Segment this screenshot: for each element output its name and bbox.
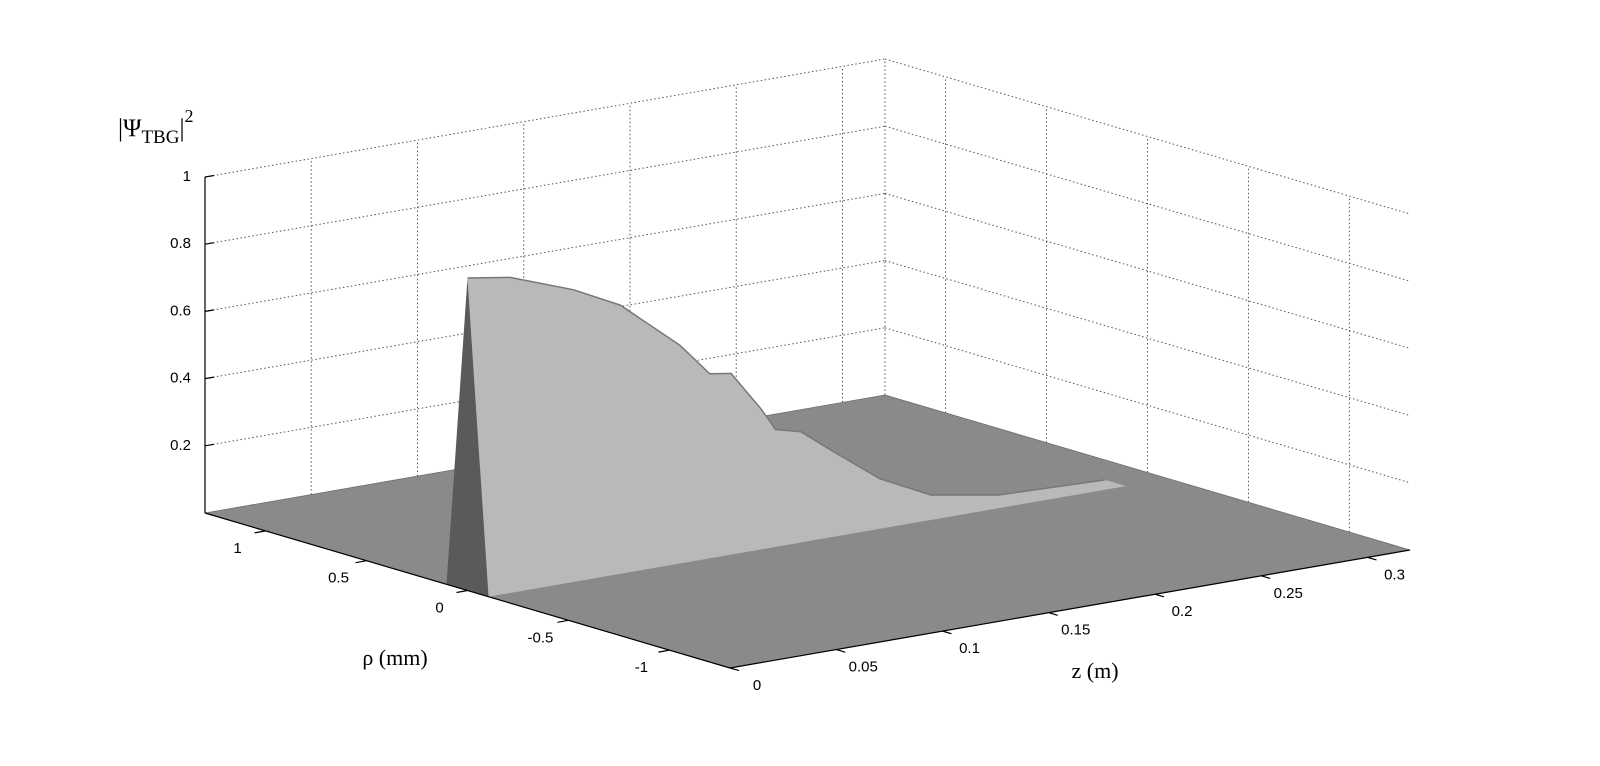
- tick-mark: [1154, 593, 1165, 598]
- grid-line: [204, 125, 886, 245]
- tick-mark: [254, 530, 266, 534]
- grid-line: [884, 327, 1411, 484]
- x-tick-label: 0.2: [1172, 603, 1193, 620]
- tick-mark: [204, 309, 215, 312]
- surface-ridge-end: [446, 278, 489, 597]
- tick-mark: [204, 174, 215, 178]
- tick-mark: [456, 589, 468, 594]
- grid-line: [884, 192, 1411, 349]
- tick-mark: [204, 242, 215, 245]
- z-tick-label: 0.8: [170, 235, 191, 252]
- tick-mark: [1261, 575, 1271, 579]
- tick-mark: [557, 619, 569, 623]
- y-axis-label: ρ (mm): [362, 645, 427, 670]
- grid-line: [204, 58, 886, 178]
- x-tick-label: 0.3: [1384, 566, 1405, 583]
- surface-ridge: [467, 277, 1126, 597]
- grid-line: [884, 260, 1411, 417]
- tick-mark: [204, 443, 215, 447]
- tick-mark: [729, 667, 740, 672]
- grid-line: [884, 58, 1411, 215]
- x-axis-label: z (m): [1071, 658, 1118, 683]
- y-tick-label: 0: [435, 599, 443, 616]
- y-tick-label: 0.5: [328, 570, 349, 587]
- grid-line: [204, 192, 886, 312]
- tick-mark: [658, 649, 670, 653]
- y-tick-label: 1: [233, 540, 241, 557]
- z-label-text: |Ψ: [118, 115, 142, 142]
- tick-mark: [204, 376, 215, 380]
- x-tick-label: 0.05: [849, 659, 878, 676]
- z-tick-label: 1: [183, 168, 191, 185]
- x-tick-label: 0: [753, 677, 761, 694]
- z-label-suffix: |: [179, 115, 184, 142]
- z-axis-label: |ΨTBG|2: [118, 106, 193, 148]
- z-tick-label: 0.2: [170, 437, 191, 454]
- y-tick-label: -1: [635, 659, 648, 676]
- x-tick-label: 0.25: [1274, 585, 1303, 602]
- z-tick-label: 0.6: [170, 302, 191, 319]
- surface-ridge-crest: [467, 276, 1106, 496]
- z-label-superscript: 2: [184, 106, 193, 126]
- tick-mark: [1048, 612, 1058, 616]
- x-tick-label: 0.1: [959, 640, 980, 657]
- x-axis-line: [729, 549, 1411, 669]
- z-tick-label: 0.4: [170, 370, 191, 387]
- tick-mark: [836, 648, 846, 653]
- grid-line: [884, 125, 1411, 282]
- y-tick-label: -0.5: [528, 629, 554, 646]
- tick-mark: [355, 560, 367, 564]
- tick-mark: [942, 630, 952, 635]
- x-tick-label: 0.15: [1061, 622, 1090, 639]
- tick-mark: [1367, 556, 1377, 561]
- z-label-subscript: TBG: [141, 127, 179, 148]
